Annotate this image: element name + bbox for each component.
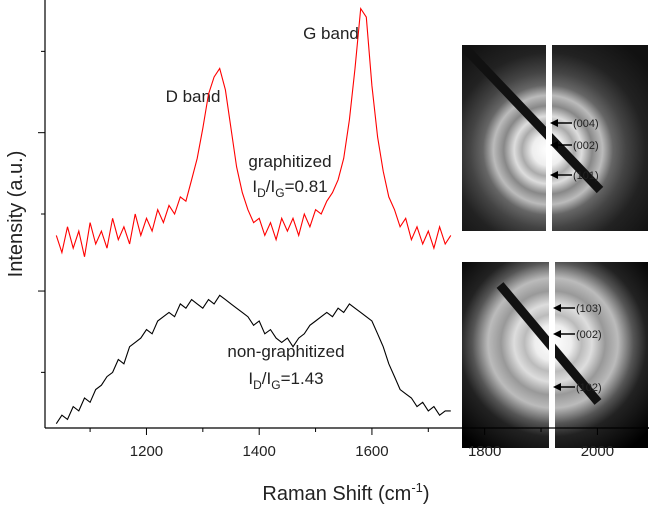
ratio-text: I: [252, 177, 257, 196]
inset-1: [462, 45, 648, 231]
y-axis-title: Intensity (a.u.): [5, 151, 27, 278]
x-axis-title-end: ): [423, 483, 430, 505]
ratio-sub: G: [275, 186, 284, 200]
series-label: graphitized: [248, 152, 331, 171]
ratio-text: /I: [266, 177, 275, 196]
series-label: non-graphitized: [227, 342, 344, 361]
ratio-sub: G: [271, 378, 280, 392]
ratio-sub: D: [253, 378, 262, 392]
inset-label: (103): [576, 303, 602, 315]
x-axis-title: Raman Shift (cm-1): [262, 480, 429, 505]
ratio-sub: D: [257, 186, 266, 200]
arrow-head: [550, 141, 558, 149]
x-axis-title-main: Raman Shift (cm: [262, 483, 411, 505]
x-axis-title-sup: -1: [411, 480, 423, 495]
annotation: D band: [166, 87, 221, 106]
arrow-head: [550, 119, 558, 127]
arrow-head: [550, 171, 558, 179]
ratio-label: ID/IG=0.81: [252, 177, 327, 200]
x-tick-label: 1400: [243, 443, 276, 460]
inset-label: (004): [573, 118, 599, 130]
x-tick-label: 1800: [468, 443, 501, 460]
ratio-text: =1.43: [281, 369, 324, 388]
arrow-head: [553, 330, 561, 338]
ratio-text: =0.81: [285, 177, 328, 196]
annotation: G band: [303, 24, 359, 43]
inset-label: (102): [576, 382, 602, 394]
inset-label: (002): [576, 329, 602, 341]
x-tick-label: 1200: [130, 443, 163, 460]
arrow-head: [553, 383, 561, 391]
ratio-text: I: [248, 369, 253, 388]
inset-2: [462, 262, 648, 448]
series-line: [55, 294, 451, 425]
x-tick-label: 2000: [581, 443, 614, 460]
ratio-label: ID/IG=1.43: [248, 369, 323, 392]
inset-label: (101): [573, 170, 599, 182]
inset-labels: (004) (002) (101) (103) (002) (102): [550, 118, 602, 394]
ratio-text: /I: [262, 369, 271, 388]
arrow-head: [553, 304, 561, 312]
x-tick-label: 1600: [355, 443, 388, 460]
inset-label: (002): [573, 140, 599, 152]
series-line: [55, 6, 452, 257]
